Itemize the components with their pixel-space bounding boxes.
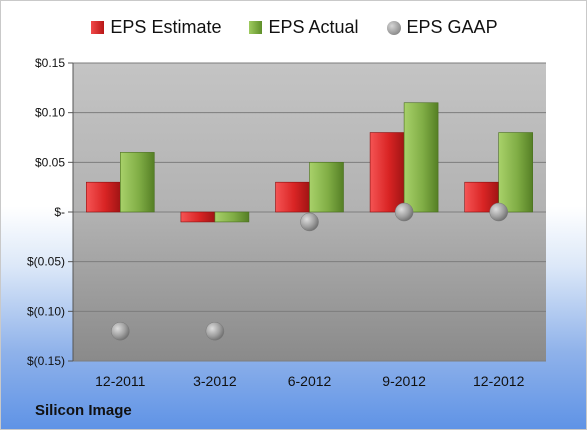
marker-eps-gaap xyxy=(394,202,414,222)
legend-item-eps-actual: EPS Actual xyxy=(249,17,359,38)
x-tick-label: 3-2012 xyxy=(193,373,237,389)
y-tick-label: $(0.15) xyxy=(27,354,65,368)
y-tick-label: $(0.10) xyxy=(27,304,65,318)
x-tick-label: 12-2012 xyxy=(473,373,525,389)
marker-eps-gaap xyxy=(111,321,130,341)
marker-eps-gaap xyxy=(489,202,508,222)
legend-swatch-eps-gaap xyxy=(386,20,401,35)
x-tick-label: 12-2011 xyxy=(95,373,146,389)
bar-eps-actual xyxy=(120,152,155,213)
bar-eps-estimate xyxy=(369,132,405,213)
legend-swatch-eps-actual xyxy=(249,21,263,34)
legend-label-eps-actual: EPS Actual xyxy=(268,17,359,37)
bar-eps-actual xyxy=(403,102,439,213)
y-axis-ticks: $0.15 $0.10 $0.05 $- $(0.05) $(0.10) $(0.15) xyxy=(27,56,74,368)
legend-item-eps-estimate: EPS Estimate xyxy=(91,17,221,38)
bar-eps-estimate xyxy=(275,181,310,213)
marker-eps-gaap xyxy=(205,321,225,341)
legend-label-eps-gaap: EPS GAAP xyxy=(406,17,498,37)
y-tick-label: $0.10 xyxy=(35,106,65,120)
bar-eps-actual xyxy=(309,162,344,213)
legend-item-eps-gaap: EPS GAAP xyxy=(386,17,498,38)
y-tick-label: $(0.05) xyxy=(27,255,65,269)
x-tick-label: 6-2012 xyxy=(288,373,332,389)
y-tick-label: $0.15 xyxy=(35,56,65,70)
bar-eps-estimate xyxy=(86,181,121,213)
legend-swatch-eps-estimate xyxy=(91,21,105,34)
y-tick-label: $- xyxy=(54,205,65,219)
y-tick-label: $0.05 xyxy=(35,155,65,169)
gaap-markers xyxy=(111,202,508,341)
bar-eps-actual xyxy=(498,132,534,213)
bar-eps-estimate xyxy=(180,211,216,223)
company-name: Silicon Image xyxy=(35,402,132,419)
marker-eps-gaap xyxy=(300,212,319,232)
legend-label-eps-estimate: EPS Estimate xyxy=(110,17,222,37)
x-tick-label: 9-2012 xyxy=(382,373,426,389)
bar-eps-actual xyxy=(214,211,250,223)
x-axis-ticks: 12-2011 3-2012 6-2012 9-2012 12-2012 xyxy=(95,373,524,389)
legend: EPS Estimate EPS Actual EPS GAAP xyxy=(1,17,587,38)
